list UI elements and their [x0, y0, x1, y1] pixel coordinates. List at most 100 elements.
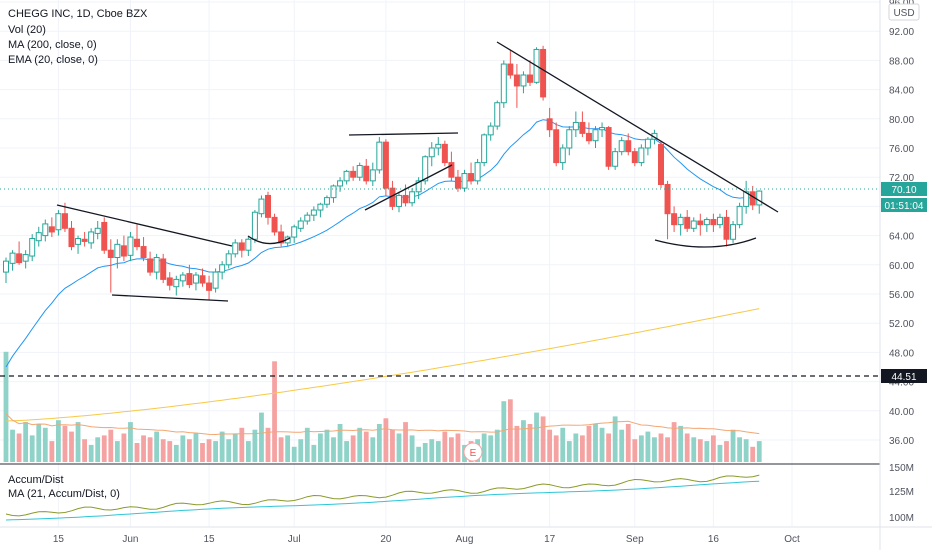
countdown-tag: [881, 198, 927, 212]
candle-body: [251, 211, 258, 240]
trendline-aug-downtrend[interactable]: [496, 41, 779, 213]
candle: [186, 264, 193, 289]
candle: [716, 213, 723, 229]
candle: [343, 169, 350, 185]
volume-bar: [278, 437, 284, 462]
candle: [140, 237, 147, 262]
volume-bar: [730, 429, 736, 462]
volume-ma-line: [5, 413, 760, 436]
candle-body: [265, 194, 271, 218]
candle: [127, 231, 134, 262]
volume-bar: [632, 439, 638, 462]
volume-bar: [49, 441, 55, 462]
volume-bar: [298, 439, 304, 462]
ma200-line: [5, 308, 760, 422]
volume-bar: [56, 420, 61, 462]
candle-body: [710, 219, 717, 226]
legend-ema20[interactable]: EMA (20, close, 0): [8, 54, 98, 66]
time-axis[interactable]: 15 Jun 15 Jul 20 Aug 17 Sep 16 Oct: [53, 534, 800, 545]
candle-body: [88, 231, 95, 244]
volume-bar: [711, 435, 716, 462]
candle-body: [585, 132, 592, 142]
candle-body: [147, 258, 154, 273]
arc-sep-bottom[interactable]: [654, 237, 757, 248]
candle: [179, 272, 186, 287]
candle-body: [618, 140, 625, 153]
candle-body: [16, 253, 23, 264]
candle-body: [638, 147, 645, 164]
candle: [134, 224, 140, 251]
arc-june-bottom[interactable]: [247, 235, 291, 245]
trendline-may-top[interactable]: [56, 204, 233, 247]
candle: [271, 213, 278, 236]
candle: [35, 226, 42, 247]
volume-bar: [239, 427, 245, 462]
candle: [251, 210, 258, 243]
legend-vol[interactable]: Vol (20): [8, 24, 46, 36]
candle: [160, 253, 167, 284]
candle-body: [343, 170, 350, 182]
candle: [402, 184, 409, 207]
candle-body: [454, 176, 461, 189]
candle-body: [166, 277, 173, 286]
volume-bar: [750, 446, 756, 462]
trendline-july-bottom[interactable]: [364, 164, 453, 211]
ema20-line: [5, 119, 760, 368]
volume-bar: [331, 437, 336, 462]
candle: [500, 60, 507, 108]
candle: [3, 257, 9, 284]
candle-body: [540, 48, 547, 98]
volume-bar: [245, 441, 251, 462]
candle-body: [323, 197, 330, 205]
candle: [94, 221, 101, 240]
candle: [166, 272, 173, 291]
candle-body: [134, 238, 140, 248]
candle: [153, 253, 160, 280]
volume-bar: [645, 431, 651, 462]
currency-box[interactable]: [888, 3, 920, 21]
legend-accdist-ma[interactable]: MA (21, Accum/Dist, 0): [8, 488, 120, 500]
candle: [238, 239, 245, 258]
legend-accdist[interactable]: Accum/Dist: [8, 474, 64, 486]
volume-bar: [547, 429, 553, 462]
candle-body: [199, 275, 206, 284]
candle: [559, 144, 566, 170]
candle: [428, 142, 435, 167]
volume-bar: [324, 429, 330, 462]
volume-bar: [10, 429, 15, 462]
volume-bar: [514, 425, 520, 462]
candle-body: [68, 227, 75, 248]
candle-body: [369, 169, 376, 182]
volume-bar: [265, 427, 271, 462]
countdown-tag-text: 01:51:04: [885, 201, 924, 212]
volume-bar: [285, 435, 291, 462]
drawings[interactable]: [56, 41, 779, 302]
level-price-tag-text: 44.51: [891, 372, 916, 383]
volume-bar: [521, 420, 526, 462]
volume-bar: [141, 435, 146, 462]
candle: [553, 122, 560, 167]
volume-bar: [638, 435, 644, 462]
candle-body: [186, 273, 193, 286]
volume-bar: [160, 439, 166, 462]
volume-bar: [383, 418, 389, 462]
price-axis[interactable]: 96.0092.0088.0084.0080.0076.0072.0068.00…: [889, 0, 914, 524]
volume-bar: [134, 443, 140, 462]
volume-bar: [206, 439, 212, 462]
time-tick-label: 15: [203, 534, 215, 545]
candle-body: [448, 162, 455, 178]
trendline-may-bottom[interactable]: [111, 294, 229, 302]
trendline-july-top[interactable]: [348, 132, 459, 136]
legend-symbol[interactable]: CHEGG INC, 1D, Cboe BZX: [8, 8, 148, 20]
candle: [441, 140, 448, 167]
candle: [756, 190, 763, 214]
candle-body: [723, 216, 730, 240]
volume-bar: [652, 437, 657, 462]
volume-bar: [527, 424, 533, 462]
candle: [147, 251, 154, 276]
legend-ma200[interactable]: MA (200, close, 0): [8, 39, 97, 51]
earnings-marker[interactable]: [463, 442, 483, 462]
candle: [29, 234, 36, 262]
candle-body: [271, 216, 278, 233]
candle-body: [61, 213, 68, 229]
